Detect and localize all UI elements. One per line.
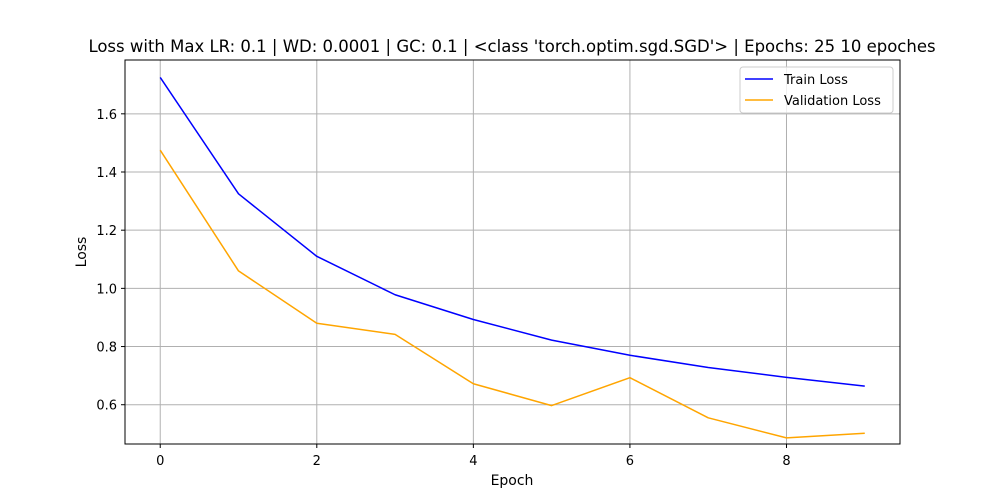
y-axis-label: Loss bbox=[74, 237, 90, 268]
axis-ticks: 0 2 4 6 8 0.6 0.8 1.0 1.2 1.4 1.6 bbox=[96, 108, 790, 469]
x-tick-label: 2 bbox=[313, 454, 321, 469]
y-tick-label: 1.2 bbox=[96, 224, 117, 239]
y-tick-label: 0.6 bbox=[96, 399, 117, 414]
legend-label-validation-loss: Validation Loss bbox=[784, 94, 881, 109]
y-tick-label: 1.4 bbox=[96, 166, 117, 181]
chart-title: Loss with Max LR: 0.1 | WD: 0.0001 | GC:… bbox=[88, 37, 935, 56]
validation-loss-line bbox=[159, 149, 865, 439]
legend-box bbox=[739, 66, 894, 114]
y-tick-label: 1.6 bbox=[96, 108, 117, 123]
legend: Train Loss Validation Loss bbox=[739, 66, 894, 114]
y-tick-label: 0.8 bbox=[96, 341, 117, 356]
x-tick-label: 6 bbox=[626, 454, 634, 469]
series-lines bbox=[159, 77, 865, 439]
train-loss-line bbox=[159, 77, 865, 387]
x-tick-label: 8 bbox=[782, 454, 790, 469]
y-tick-label: 1.0 bbox=[96, 282, 117, 297]
legend-label-train-loss: Train Loss bbox=[783, 73, 848, 88]
grid bbox=[125, 60, 900, 444]
x-tick-label: 4 bbox=[469, 454, 477, 469]
plot-area-frame bbox=[124, 59, 901, 445]
x-axis-label: Epoch bbox=[491, 473, 534, 489]
x-tick-label: 0 bbox=[156, 454, 164, 469]
